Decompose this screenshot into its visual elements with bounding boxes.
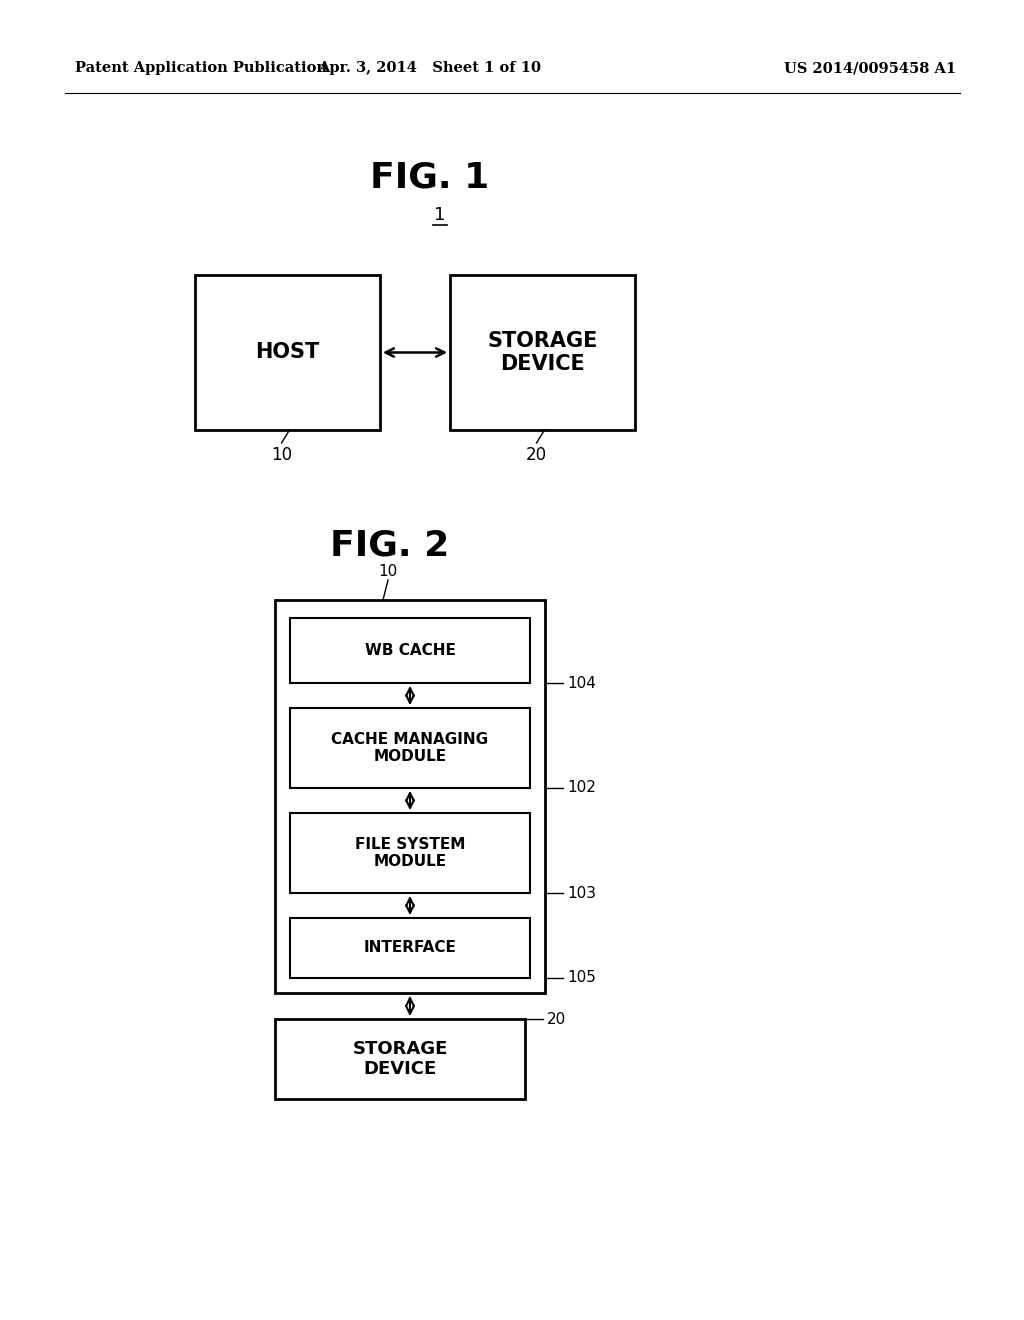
Text: FIG. 2: FIG. 2 <box>331 528 450 562</box>
Text: 1: 1 <box>434 206 445 224</box>
Text: 102: 102 <box>567 780 596 796</box>
Text: CACHE MANAGING
MODULE: CACHE MANAGING MODULE <box>332 731 488 764</box>
Bar <box>290 618 530 682</box>
Text: STORAGE
DEVICE: STORAGE DEVICE <box>487 331 598 374</box>
Text: 104: 104 <box>567 676 596 690</box>
Text: STORAGE
DEVICE: STORAGE DEVICE <box>352 1040 447 1078</box>
Text: FILE SYSTEM
MODULE: FILE SYSTEM MODULE <box>354 837 465 869</box>
Text: Apr. 3, 2014   Sheet 1 of 10: Apr. 3, 2014 Sheet 1 of 10 <box>318 61 542 75</box>
Text: HOST: HOST <box>255 342 319 363</box>
Text: 10: 10 <box>271 446 292 465</box>
Text: WB CACHE: WB CACHE <box>365 643 456 657</box>
Text: 105: 105 <box>567 970 596 986</box>
Text: 10: 10 <box>379 565 397 579</box>
Text: FIG. 1: FIG. 1 <box>371 161 489 195</box>
Text: 20: 20 <box>526 446 547 465</box>
Bar <box>195 275 380 430</box>
Bar <box>450 275 635 430</box>
Bar <box>290 917 530 978</box>
Text: US 2014/0095458 A1: US 2014/0095458 A1 <box>784 61 956 75</box>
Text: 103: 103 <box>567 886 596 900</box>
Text: 20: 20 <box>547 1011 566 1027</box>
Bar <box>275 601 545 993</box>
Bar <box>290 813 530 894</box>
Bar <box>290 708 530 788</box>
Text: INTERFACE: INTERFACE <box>364 940 457 956</box>
Bar <box>275 1019 525 1100</box>
Text: Patent Application Publication: Patent Application Publication <box>75 61 327 75</box>
